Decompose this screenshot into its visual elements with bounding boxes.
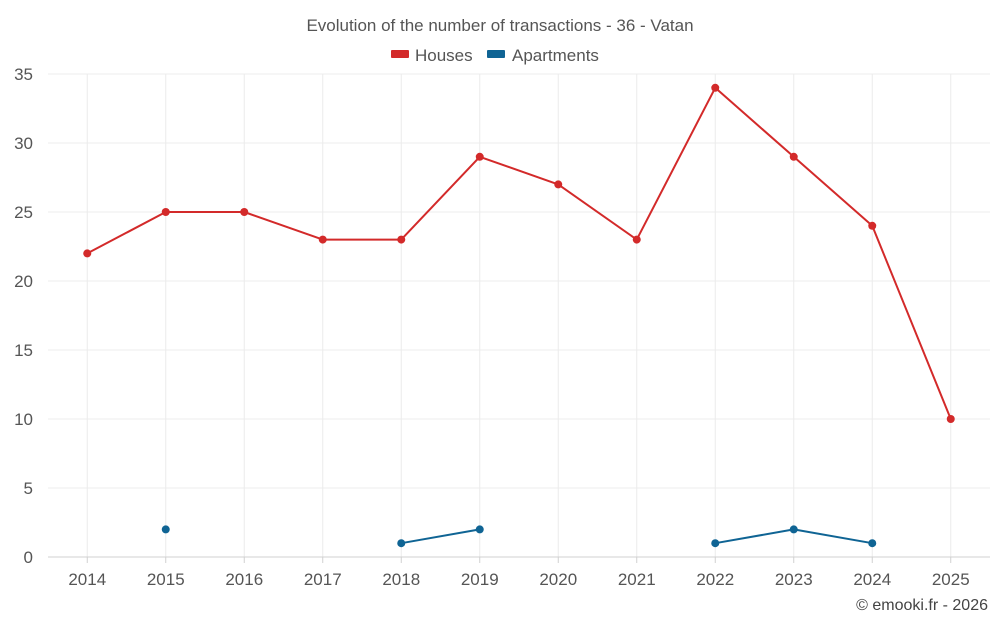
data-point-houses[interactable]	[711, 83, 720, 92]
x-tick-label: 2023	[775, 570, 813, 589]
data-point-houses[interactable]	[554, 180, 563, 189]
data-point-apartments[interactable]	[789, 525, 798, 534]
gridlines	[48, 73, 990, 557]
data-point-houses[interactable]	[397, 235, 406, 244]
x-tick-label: 2016	[225, 570, 263, 589]
y-tick-label: 35	[14, 65, 33, 84]
y-tick-label: 25	[14, 203, 33, 222]
x-tick-label: 2017	[304, 570, 342, 589]
y-tick-label: 15	[14, 341, 33, 360]
series-line-apartments	[401, 528, 480, 545]
x-tick-label: 2022	[696, 570, 734, 589]
credit-text: © emooki.fr - 2026	[856, 597, 988, 614]
x-tick-label: 2018	[382, 570, 420, 589]
x-tick-label: 2021	[618, 570, 656, 589]
series-layer	[83, 83, 955, 548]
y-tick-label: 30	[14, 134, 33, 153]
legend[interactable]: Houses Apartments	[391, 46, 599, 65]
series-houses	[83, 83, 955, 423]
data-point-houses[interactable]	[946, 415, 955, 423]
y-tick-label: 10	[14, 410, 33, 429]
legend-label-houses[interactable]: Houses	[415, 46, 473, 65]
legend-label-apartments[interactable]: Apartments	[512, 46, 599, 65]
data-point-houses[interactable]	[83, 249, 92, 258]
x-tick-label: 2025	[932, 570, 970, 589]
series-line-houses	[86, 86, 952, 420]
data-point-houses[interactable]	[789, 152, 798, 161]
data-point-apartments[interactable]	[475, 525, 484, 534]
legend-swatch-houses[interactable]	[391, 50, 409, 58]
data-point-apartments[interactable]	[868, 539, 877, 548]
data-point-apartments[interactable]	[161, 525, 170, 534]
y-tick-label: 20	[14, 272, 33, 291]
data-point-houses[interactable]	[161, 208, 170, 216]
data-point-apartments[interactable]	[397, 539, 406, 548]
data-point-houses[interactable]	[318, 235, 327, 244]
y-tick-label: 5	[24, 479, 33, 498]
x-tick-label: 2020	[539, 570, 577, 589]
x-tick-label: 2019	[461, 570, 499, 589]
data-point-houses[interactable]	[475, 152, 484, 161]
x-tick-label: 2024	[853, 570, 891, 589]
y-tick-label: 0	[24, 548, 33, 567]
x-tick-label: 2014	[68, 570, 106, 589]
data-point-houses[interactable]	[240, 208, 249, 216]
data-point-houses[interactable]	[868, 221, 877, 230]
chart-title: Evolution of the number of transactions …	[306, 16, 693, 35]
x-tick-label: 2015	[147, 570, 185, 589]
series-apartments	[161, 525, 877, 548]
legend-swatch-apartments[interactable]	[487, 50, 505, 58]
data-point-houses[interactable]	[632, 235, 641, 244]
data-point-apartments[interactable]	[711, 539, 720, 548]
